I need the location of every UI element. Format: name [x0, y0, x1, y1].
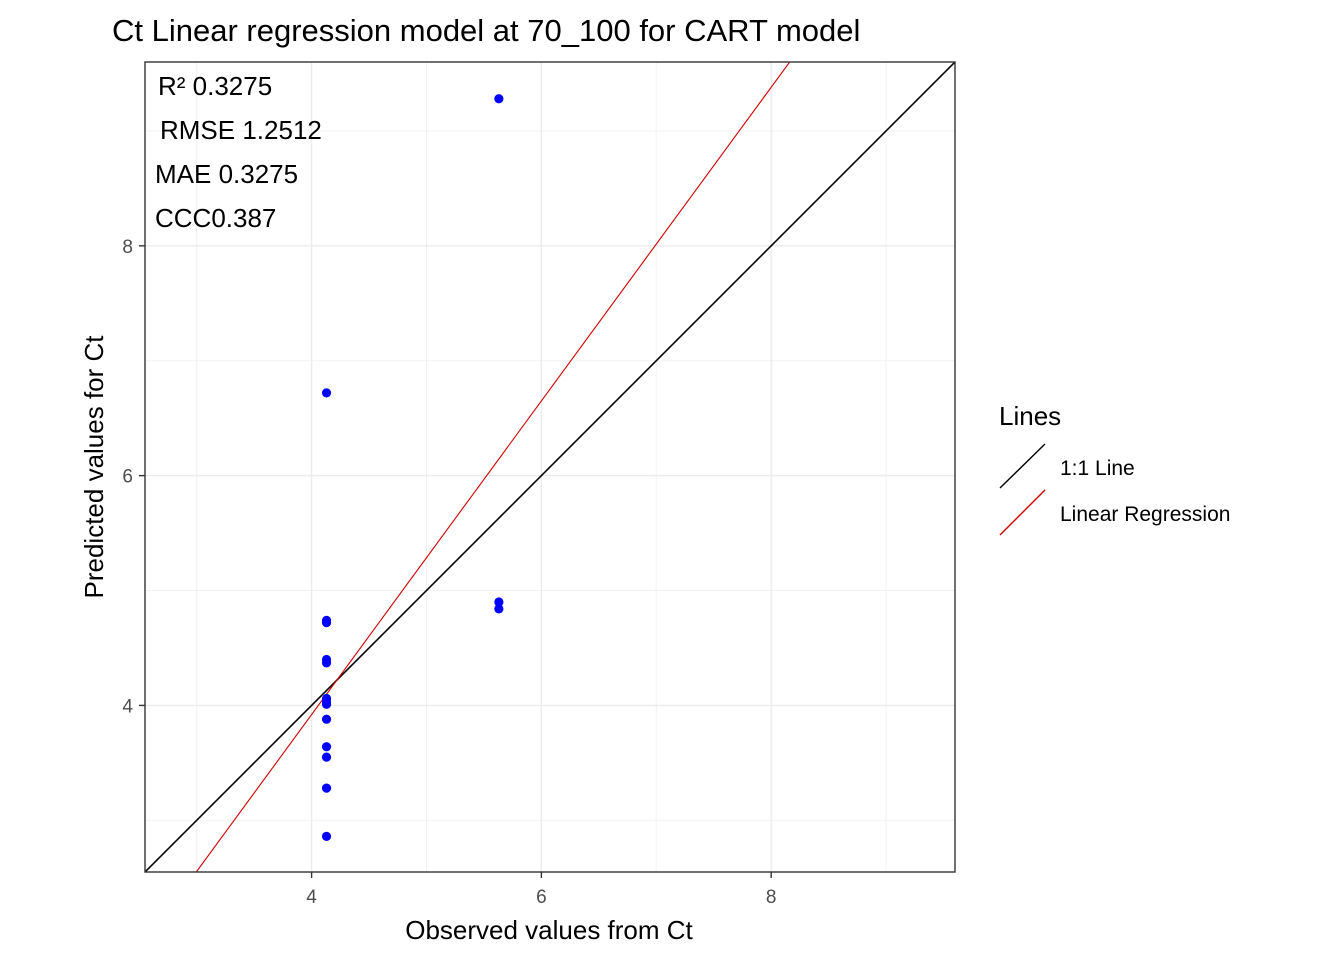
data-point: [321, 693, 332, 704]
mae-label: MAE 0.3275: [155, 159, 298, 189]
data-point: [494, 604, 504, 614]
data-point: [321, 714, 332, 724]
legend-item-1-1-line: 1:1 Line: [999, 443, 1135, 489]
y-tick-label: 6: [122, 467, 133, 488]
legend-label-1-1-line: 1:1 Line: [1060, 457, 1135, 480]
legend-label-linear-regression: Linear Regression: [1060, 503, 1230, 526]
x-tick-label: 4: [306, 887, 317, 908]
y-tick-label: 4: [122, 696, 133, 717]
data-point: [321, 752, 332, 762]
data-point: [494, 94, 504, 104]
x-axis-title: Observed values from Ct: [405, 915, 693, 945]
data-point: [321, 742, 332, 752]
grid: [145, 62, 955, 872]
y-tick-label: 8: [122, 237, 133, 258]
chart-title: Ct Linear regression model at 70_100 for…: [112, 13, 860, 48]
panel-border: [144, 61, 956, 873]
data-point: [321, 831, 332, 841]
legend: Lines 1:1 Line Linear Regression: [999, 401, 1230, 536]
data-point: [321, 654, 332, 665]
legend-key-1-1-line: [999, 443, 1046, 489]
linear-regression-line: [195, 62, 791, 872]
fit-lines: [145, 62, 955, 872]
stats-annotations: R² 0.3275 RMSE 1.2512 MAE 0.3275 CCC0.38…: [155, 71, 322, 233]
rmse-label: RMSE 1.2512: [160, 115, 322, 145]
x-tick-label: 6: [536, 887, 547, 908]
legend-title: Lines: [999, 401, 1061, 431]
legend-item-linear-regression: Linear Regression: [999, 489, 1230, 536]
r2-label: R² 0.3275: [158, 71, 272, 101]
data-point: [321, 783, 332, 793]
legend-key-linear-regression: [999, 489, 1046, 536]
data-point: [494, 597, 504, 607]
axis-ticks: 4 6 8 4 6 8: [122, 237, 776, 908]
data-point: [321, 388, 332, 398]
ccc-label: CCC0.387: [155, 203, 276, 233]
scatter-points: [321, 94, 504, 841]
y-axis-title: Predicted values for Ct: [79, 335, 109, 599]
x-tick-label: 8: [766, 887, 777, 908]
one-to-one-line: [145, 62, 955, 872]
data-point: [321, 615, 332, 625]
